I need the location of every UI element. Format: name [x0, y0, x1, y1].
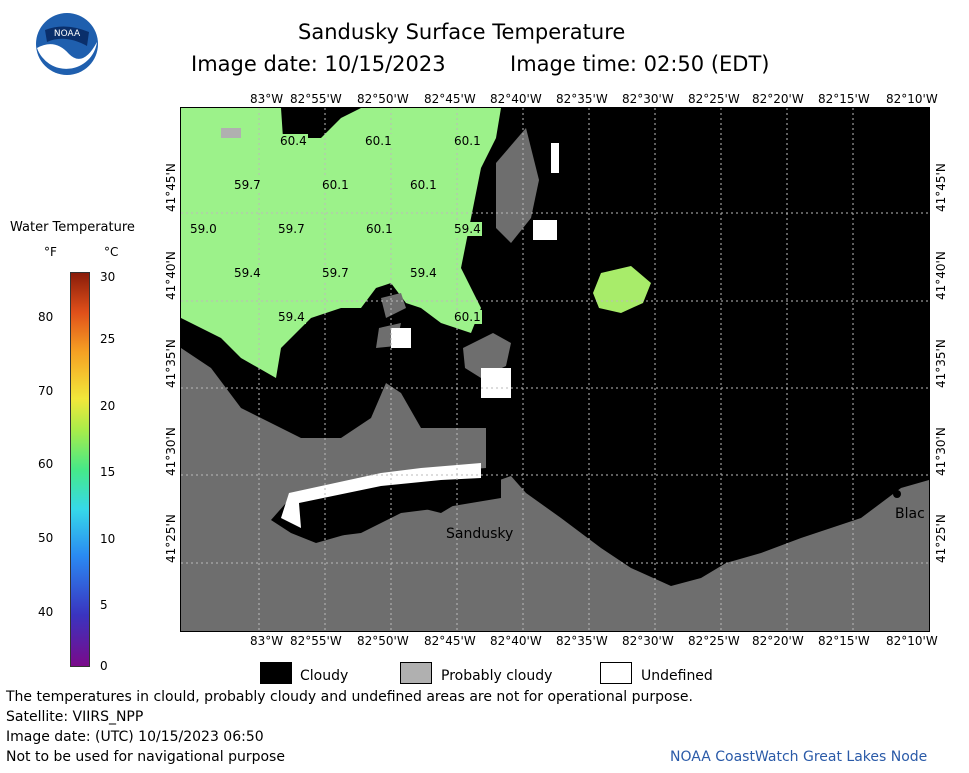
- lon-top-label: 82°25'W: [688, 92, 740, 106]
- f-tick-label: 60: [38, 457, 54, 471]
- utc-date: Image date: (UTC) 10/15/2023 06:50: [6, 729, 264, 745]
- lat-right-label: 41°30'N: [934, 427, 948, 476]
- colorbar-title: Water Temperature: [10, 220, 135, 235]
- lat-right-label: 41°45'N: [934, 163, 948, 212]
- graticule: [181, 108, 929, 631]
- temperature-label: 60.1: [453, 134, 482, 148]
- lon-bottom-label: 82°35'W: [556, 634, 608, 648]
- lon-bottom-label: 82°25'W: [688, 634, 740, 648]
- lon-bottom-label: 82°40'W: [490, 634, 542, 648]
- legend-undefined: Undefined: [641, 668, 713, 684]
- water-area: [181, 108, 501, 378]
- noaa-logo: NOAA: [35, 12, 99, 76]
- lat-left-label: 41°35'N: [164, 339, 178, 388]
- f-tick-label: 80: [38, 310, 54, 324]
- f-tick-label: 50: [38, 531, 54, 545]
- lon-top-label: 82°50'W: [357, 92, 409, 106]
- c-tick-label: 20: [100, 399, 116, 413]
- prob-cloud-patch: [496, 128, 539, 243]
- lon-bottom-label: 82°55'W: [290, 634, 342, 648]
- c-tick-label: 30: [100, 270, 116, 284]
- temperature-label: 59.4: [409, 266, 438, 280]
- temperature-label: 59.7: [233, 178, 262, 192]
- lat-right-label: 41°40'N: [934, 251, 948, 300]
- lon-top-label: 83°W: [250, 92, 284, 106]
- land-area: [181, 348, 929, 631]
- c-tick-label: 0: [100, 659, 108, 673]
- satellite: Satellite: VIIRS_NPP: [6, 709, 144, 725]
- f-tick-label: 40: [38, 605, 54, 619]
- lon-bottom-label: 82°10'W: [886, 634, 938, 648]
- lon-top-label: 82°20'W: [752, 92, 804, 106]
- lat-right-label: 41°25'N: [934, 514, 948, 563]
- colorbar-unit-f: °F: [44, 245, 57, 259]
- c-tick-label: 5: [100, 598, 108, 612]
- legend-cloudy: Cloudy: [300, 668, 349, 684]
- lon-top-label: 82°10'W: [886, 92, 938, 106]
- image-time: Image time: 02:50 (EDT): [510, 52, 770, 76]
- prob-cloud-patch: [381, 293, 406, 318]
- legend-swatch-cloudy: [260, 662, 292, 684]
- place-label-blac: Blac: [895, 506, 925, 522]
- lat-right-label: 41°35'N: [934, 339, 948, 388]
- lon-bottom-label: 82°20'W: [752, 634, 804, 648]
- logo-text: NOAA: [54, 29, 81, 39]
- undefined-patch: [391, 328, 411, 348]
- lat-left-label: 41°40'N: [164, 251, 178, 300]
- undefined-patch: [481, 368, 511, 398]
- temperature-label: 60.1: [364, 134, 393, 148]
- lon-bottom-label: 83°W: [250, 634, 284, 648]
- map-svg: [181, 108, 929, 631]
- navigation-warning: Not to be used for navigational purpose: [6, 749, 285, 765]
- lat-left-label: 41°30'N: [164, 427, 178, 476]
- place-label-sandusky: Sandusky: [446, 526, 514, 542]
- temperature-label: 59.4: [233, 266, 262, 280]
- temperature-label: 59.7: [321, 266, 350, 280]
- page-title: Sandusky Surface Temperature: [298, 20, 626, 44]
- f-tick-label: 70: [38, 384, 54, 398]
- legend-probably-cloudy: Probably cloudy: [441, 668, 553, 684]
- c-tick-label: 15: [100, 465, 116, 479]
- temperature-label: 59.7: [277, 222, 306, 236]
- undefined-patch: [533, 220, 557, 240]
- lon-top-label: 82°40'W: [490, 92, 542, 106]
- temperature-label: 60.1: [453, 310, 482, 324]
- lon-bottom-label: 82°50'W: [357, 634, 409, 648]
- lon-top-label: 82°15'W: [818, 92, 870, 106]
- prob-cloud-patch: [221, 128, 241, 138]
- prob-cloud-patch: [463, 333, 511, 378]
- c-tick-label: 25: [100, 332, 116, 346]
- lat-left-label: 41°45'N: [164, 163, 178, 212]
- lon-top-label: 82°30'W: [622, 92, 674, 106]
- c-tick-label: 10: [100, 532, 116, 546]
- legend-swatch-probably-cloudy: [400, 662, 432, 684]
- temperature-label: 59.4: [277, 310, 306, 324]
- colorbar: [70, 272, 90, 667]
- lon-top-label: 82°45'W: [424, 92, 476, 106]
- map-panel: 60.4 60.1 60.1 59.7 60.1 60.1 59.0 59.7 60.1 59.4…: [180, 107, 930, 632]
- cloud-bay: [299, 474, 501, 538]
- undefined-patch: [551, 143, 559, 173]
- temperature-label: 60.4: [279, 134, 308, 148]
- colorbar-unit-c: °C: [104, 245, 119, 259]
- lon-top-label: 82°55'W: [290, 92, 342, 106]
- temperature-label: 59.0: [189, 222, 218, 236]
- image-date: Image date: 10/15/2023: [191, 52, 446, 76]
- credit-link[interactable]: NOAA CoastWatch Great Lakes Node: [670, 749, 928, 765]
- lon-bottom-label: 82°45'W: [424, 634, 476, 648]
- temperature-label: 60.1: [409, 178, 438, 192]
- lon-bottom-label: 82°15'W: [818, 634, 870, 648]
- lon-top-label: 82°35'W: [556, 92, 608, 106]
- lon-bottom-label: 82°30'W: [622, 634, 674, 648]
- temperature-label: 60.1: [365, 222, 394, 236]
- temperature-label: 59.4: [453, 222, 482, 236]
- lat-left-label: 41°25'N: [164, 514, 178, 563]
- temperature-label: 60.1: [321, 178, 350, 192]
- disclaimer: The temperatures in clould, probably clo…: [6, 689, 693, 705]
- legend-swatch-undefined: [600, 662, 632, 684]
- city-marker: [893, 490, 901, 498]
